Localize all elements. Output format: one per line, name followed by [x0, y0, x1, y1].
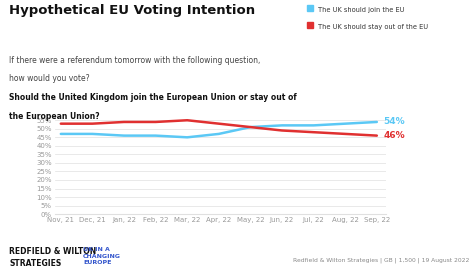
Text: The UK should stay out of the EU: The UK should stay out of the EU	[318, 24, 428, 30]
Text: If there were a referendum tomorrow with the following question,: If there were a referendum tomorrow with…	[9, 56, 261, 65]
Text: 54%: 54%	[383, 118, 405, 126]
Text: Redfield & Wilton Strategies | GB | 1,500 | 19 August 2022: Redfield & Wilton Strategies | GB | 1,50…	[293, 258, 469, 263]
Text: how would you vote?: how would you vote?	[9, 74, 90, 84]
Text: the European Union?: the European Union?	[9, 112, 100, 121]
Text: Hypothetical EU Voting Intention: Hypothetical EU Voting Intention	[9, 4, 255, 17]
Text: 46%: 46%	[383, 131, 405, 140]
Text: REDFIELD & WILTON
STRATEGIES: REDFIELD & WILTON STRATEGIES	[9, 247, 97, 266]
Text: Should the United Kingdom join the European Union or stay out of: Should the United Kingdom join the Europ…	[9, 93, 297, 102]
Text: UK IN A
CHANGING
EUROPE: UK IN A CHANGING EUROPE	[83, 247, 121, 265]
Text: The UK should join the EU: The UK should join the EU	[318, 7, 404, 13]
